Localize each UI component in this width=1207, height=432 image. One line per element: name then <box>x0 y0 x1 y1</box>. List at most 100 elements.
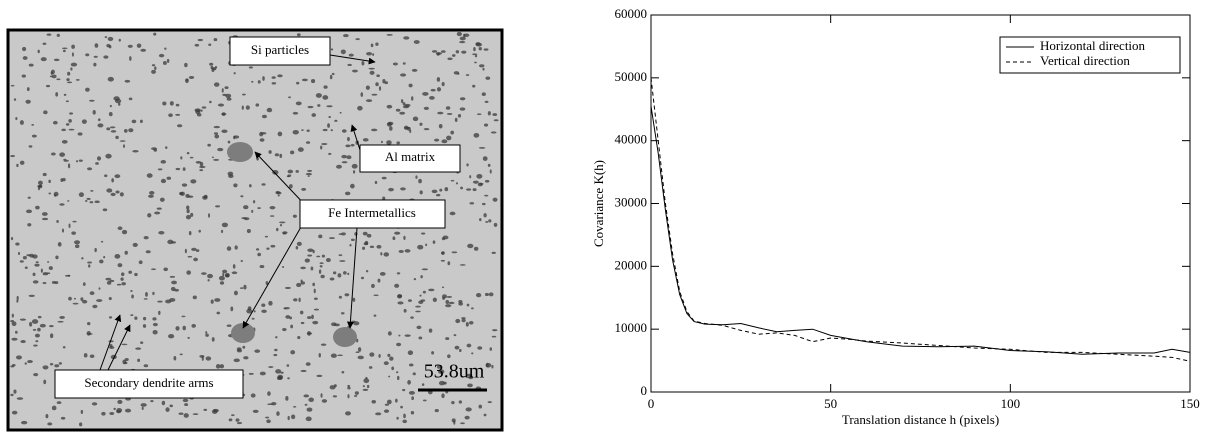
si-particle <box>306 129 310 132</box>
y-tick-label: 30000 <box>615 194 648 209</box>
si-particle <box>460 186 464 190</box>
si-particle <box>285 315 291 319</box>
si-particle <box>271 82 277 85</box>
si-particle <box>80 297 84 301</box>
si-particle <box>337 354 343 357</box>
si-particle <box>296 81 300 85</box>
si-particle <box>493 222 498 227</box>
si-particle <box>93 62 97 67</box>
si-particle <box>149 190 155 195</box>
si-particle <box>446 135 452 141</box>
si-particle <box>466 343 472 348</box>
si-particle <box>379 272 386 276</box>
si-particle <box>371 93 378 96</box>
si-particle <box>420 232 426 235</box>
si-particle <box>343 33 349 38</box>
si-particle <box>37 327 41 332</box>
si-particle <box>301 187 307 191</box>
si-particle <box>265 281 269 285</box>
si-particle <box>221 112 226 116</box>
si-particle <box>24 362 28 365</box>
si-particle <box>146 173 153 178</box>
si-particle <box>465 407 472 412</box>
si-particle <box>417 244 424 250</box>
si-particle <box>334 384 337 388</box>
si-particle <box>175 113 181 116</box>
si-particle <box>274 348 278 352</box>
si-particle <box>473 246 479 251</box>
x-tick-label: 0 <box>648 396 655 411</box>
si-particle <box>355 38 360 41</box>
si-particle <box>438 380 445 386</box>
si-particle <box>451 418 456 423</box>
si-particle <box>428 328 433 333</box>
si-particle <box>42 282 47 285</box>
si-particle <box>464 415 470 420</box>
si-particle <box>307 169 313 172</box>
si-particle <box>402 62 406 65</box>
si-particle <box>169 101 174 106</box>
si-particle <box>282 231 288 235</box>
si-particle <box>42 273 49 276</box>
si-particle <box>321 254 325 258</box>
si-particle <box>21 420 28 425</box>
si-particle <box>109 343 113 348</box>
si-particle <box>482 67 485 71</box>
si-particle <box>350 183 355 189</box>
si-particle <box>320 393 323 398</box>
si-particle <box>418 178 422 184</box>
si-particle <box>24 266 28 269</box>
si-particle <box>378 86 382 91</box>
si-particle <box>123 144 126 148</box>
si-particle <box>221 229 224 234</box>
si-particle <box>22 46 27 52</box>
si-particle <box>184 248 187 254</box>
si-particle <box>19 160 25 165</box>
si-particle <box>235 418 240 422</box>
si-particle <box>399 111 406 115</box>
x-tick-label: 100 <box>1001 396 1021 411</box>
si-particle <box>49 333 54 339</box>
si-particle <box>394 231 401 235</box>
si-particle <box>257 80 261 84</box>
si-particle <box>485 221 489 223</box>
si-particle <box>320 274 325 279</box>
si-particle <box>277 74 283 78</box>
si-particle <box>347 386 351 390</box>
si-particle <box>231 414 235 417</box>
si-particle <box>108 45 112 49</box>
si-particle <box>162 101 167 106</box>
si-particle <box>389 356 394 361</box>
si-particle <box>46 261 50 263</box>
si-particle <box>488 219 492 223</box>
si-particle <box>428 288 435 292</box>
si-particle <box>109 412 115 416</box>
si-particle <box>86 197 91 200</box>
si-particle <box>307 254 313 257</box>
si-particle <box>28 145 33 148</box>
si-particle <box>261 309 267 313</box>
si-particle <box>365 99 373 103</box>
si-particle <box>391 366 395 371</box>
si-particle <box>312 320 319 325</box>
si-particle <box>292 405 297 408</box>
si-particle <box>419 122 423 126</box>
si-particle <box>411 68 418 72</box>
si-particle <box>347 394 350 399</box>
si-particle <box>329 74 333 80</box>
si-particle <box>319 265 323 268</box>
si-particle <box>26 87 30 92</box>
si-particle <box>83 353 88 358</box>
si-particle <box>305 362 311 366</box>
si-particle <box>307 248 314 252</box>
si-particle <box>492 329 498 332</box>
si-particle <box>113 407 116 411</box>
si-particle <box>268 366 274 368</box>
si-particle <box>242 345 246 349</box>
arrows <box>99 54 376 371</box>
si-particle <box>214 134 220 139</box>
si-particle <box>295 246 299 250</box>
si-particle <box>311 314 314 320</box>
si-particle <box>295 170 299 173</box>
si-particle <box>400 405 403 409</box>
